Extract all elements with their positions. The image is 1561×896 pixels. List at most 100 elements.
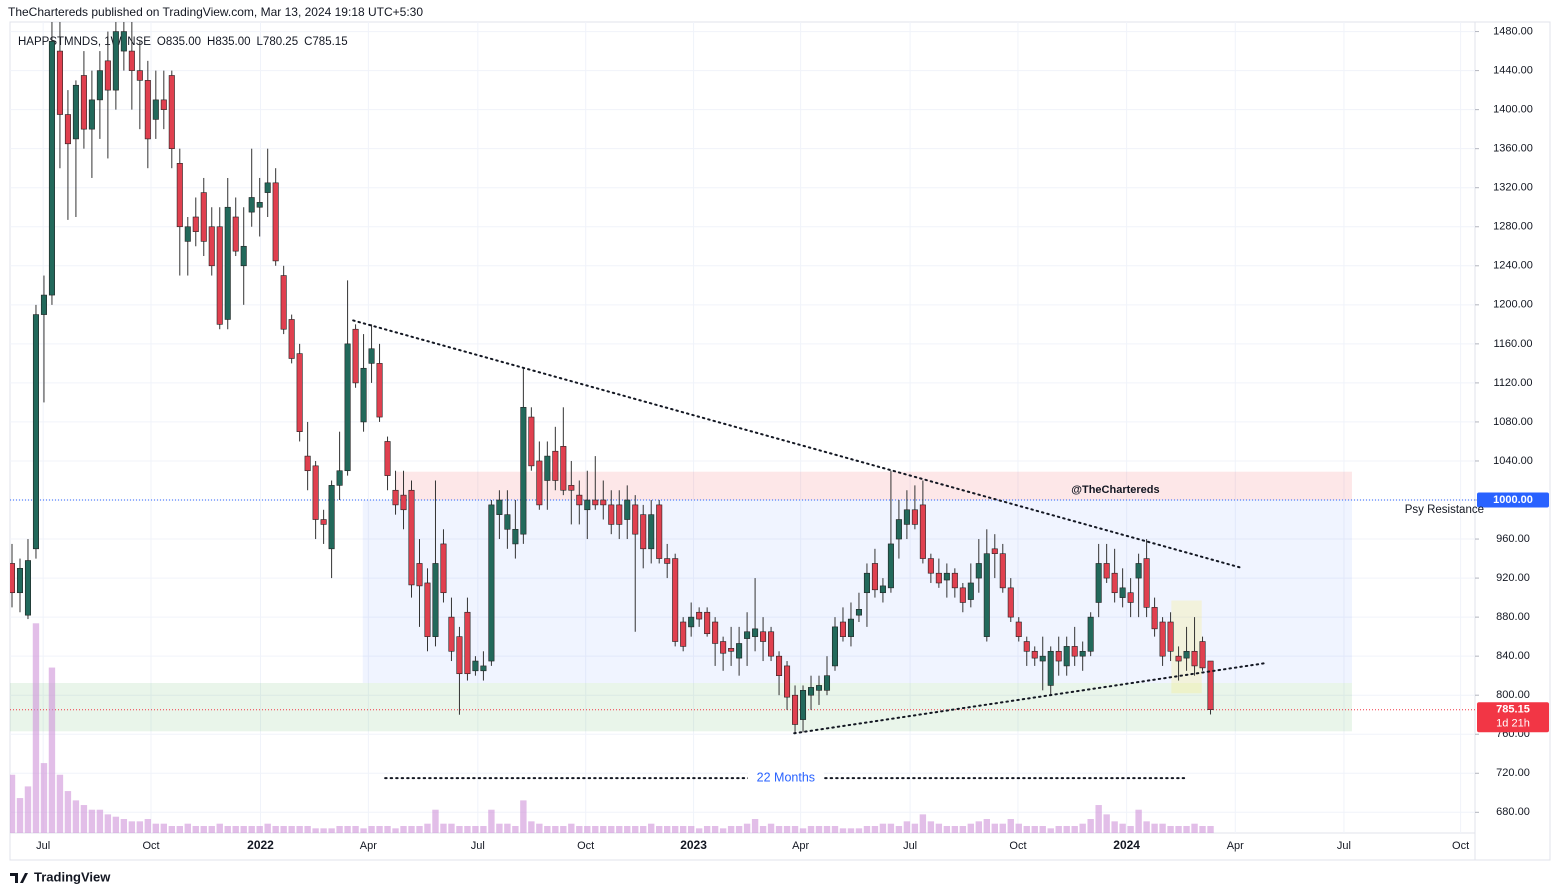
volume-bar	[727, 826, 735, 833]
volume-bar	[120, 819, 128, 833]
x-tick-label: Oct	[1009, 840, 1026, 852]
ohlc-value: O835.00	[157, 36, 201, 48]
volume-bar	[280, 826, 287, 833]
ohlc-value: H835.00	[207, 36, 250, 48]
candle-body	[320, 519, 327, 525]
volume-bar	[608, 826, 615, 833]
volume-bar	[384, 826, 391, 833]
candle-body	[376, 363, 383, 418]
candle-body	[1207, 660, 1214, 710]
volume-bar	[815, 826, 823, 833]
y-tick-label: 1480.00	[1493, 25, 1533, 37]
volume-bar	[512, 826, 519, 833]
x-tick-label: Apr	[360, 840, 377, 852]
volume-bar	[1167, 826, 1174, 833]
volume-bar	[1183, 826, 1190, 833]
volume-bar	[552, 826, 559, 833]
price-label-bg	[1477, 702, 1549, 733]
candle-body	[48, 41, 55, 296]
x-tick-label: Oct	[142, 840, 159, 852]
volume-bar	[783, 826, 791, 833]
watermark: @TheChartereds	[1071, 484, 1159, 496]
candle-body	[224, 206, 231, 320]
candle-body	[408, 489, 415, 586]
volume-bar	[1191, 823, 1198, 833]
candle-body	[496, 499, 503, 515]
candle-body	[40, 294, 47, 315]
candle-body	[688, 616, 695, 628]
volume-bar	[560, 826, 567, 833]
candle-body	[560, 446, 567, 491]
volume-bar	[208, 826, 215, 833]
candle-body	[1071, 646, 1078, 657]
candle-body	[512, 528, 519, 545]
ohlc-value: C785.15	[304, 36, 347, 48]
candle-body	[200, 192, 207, 242]
candle-body	[536, 460, 543, 506]
candle-body	[112, 31, 119, 91]
x-tick-label: Jul	[903, 840, 917, 852]
candle-body	[104, 60, 111, 91]
y-tick-label: 800.00	[1496, 689, 1530, 701]
volume-bar	[823, 826, 831, 833]
volume-bar	[10, 774, 16, 833]
candle-body	[72, 84, 79, 140]
candle-body	[935, 572, 942, 584]
candle-body	[1151, 607, 1158, 630]
trendline	[793, 661, 1268, 735]
trendline	[352, 319, 1245, 570]
y-tick-label: 840.00	[1496, 650, 1530, 662]
brand: TradingView	[10, 869, 111, 884]
volume-bar	[288, 826, 295, 833]
volume-bar	[24, 786, 32, 833]
candle-body	[831, 626, 839, 667]
candle-body	[720, 641, 727, 654]
candle-body	[1015, 621, 1022, 637]
volume-bar	[368, 826, 375, 833]
candle-body	[264, 182, 271, 193]
candle-body	[1199, 641, 1206, 669]
candle-body	[1119, 587, 1126, 598]
candle-body	[384, 441, 391, 476]
candle-body	[232, 216, 239, 252]
candle-body	[656, 504, 663, 559]
candle-body	[919, 504, 926, 559]
candle-body	[768, 631, 775, 657]
volume-bar	[1071, 826, 1078, 833]
candle-body	[400, 494, 407, 511]
volume-bar	[632, 826, 639, 833]
candle-body	[32, 314, 39, 550]
symbol: HAPPSTMNDS, 1W, NSE	[18, 36, 151, 48]
volume-bar	[48, 667, 56, 833]
volume-bar	[40, 763, 48, 833]
volume-bar	[416, 826, 423, 833]
candle-body	[927, 558, 934, 574]
volume-bar	[671, 826, 679, 833]
candle-body	[1167, 621, 1174, 652]
volume-bar	[1023, 826, 1030, 833]
candle-body	[895, 519, 902, 540]
volume-bar	[336, 826, 343, 833]
candle-body	[176, 163, 183, 228]
candle-body	[991, 548, 998, 554]
volume-bar	[927, 821, 935, 833]
volume-bar	[855, 828, 863, 833]
candle-body	[240, 245, 247, 267]
volume-bar	[703, 826, 711, 833]
candle-body	[967, 582, 974, 600]
y-tick-label: 1040.00	[1493, 455, 1533, 467]
volume-bar	[831, 826, 839, 833]
volume-bar	[871, 826, 879, 833]
candle-body	[1079, 650, 1086, 657]
volume-bar	[879, 823, 887, 833]
volume-bar	[160, 823, 168, 833]
volume-bar	[735, 826, 743, 833]
candle-body	[1127, 592, 1134, 603]
volume-bar	[1159, 823, 1166, 833]
volume-bar	[488, 809, 495, 833]
candle-body	[64, 114, 71, 145]
candle-body	[424, 582, 431, 637]
price-label: 1000.00	[1493, 494, 1533, 506]
volume-bar	[799, 828, 807, 833]
